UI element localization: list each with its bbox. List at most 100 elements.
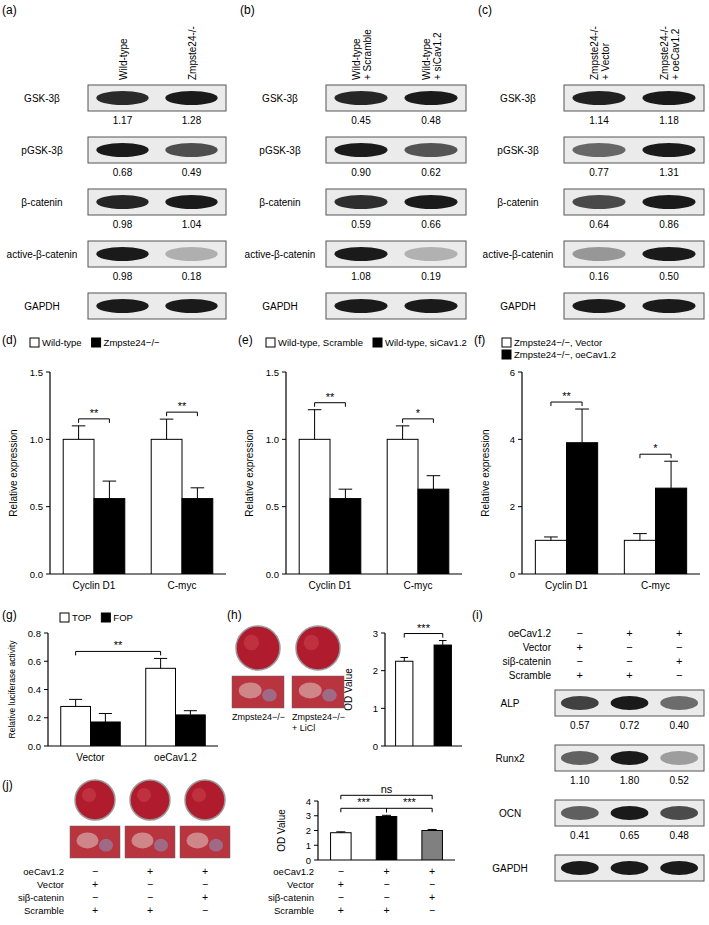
band: [642, 247, 695, 261]
lane-header: Wild-type+ Scramble: [351, 29, 373, 80]
significance-label: **: [562, 390, 571, 402]
band-value: 0.66: [421, 219, 441, 230]
error-cap: [99, 713, 112, 714]
band-value: 1.31: [659, 167, 679, 178]
error-stem: [345, 489, 346, 498]
error-bar: [72, 426, 86, 439]
error-stem: [314, 410, 315, 440]
panel-label: (c): [478, 3, 492, 17]
legend-swatch: [502, 350, 511, 359]
band: [611, 806, 649, 820]
condition-mark: −: [147, 878, 153, 890]
band: [611, 696, 649, 710]
y-tick-label: 3: [373, 628, 378, 639]
bar: [434, 645, 451, 746]
band-value: 0.41: [570, 830, 590, 841]
blot-frame: [88, 293, 226, 319]
condition-name: siβ-catenin: [18, 892, 64, 903]
micrograph-texture: [187, 832, 209, 848]
blot-frame: [555, 690, 704, 716]
band: [96, 247, 148, 261]
protein-label: GAPDH: [500, 301, 536, 312]
band: [572, 195, 625, 209]
significance-label: *: [416, 407, 421, 419]
condition-mark: −: [92, 891, 98, 903]
protein-label: pGSK-3β: [21, 145, 63, 156]
condition-mark: −: [676, 669, 682, 681]
micrograph-texture: [99, 839, 113, 852]
band-value: 0.48: [421, 115, 441, 126]
band-value: 0.40: [669, 720, 689, 731]
protein-label: OCN: [499, 808, 521, 819]
condition-mark: −: [338, 865, 344, 877]
y-axis: [285, 372, 286, 574]
micrograph-texture: [322, 689, 337, 702]
significance-bracket: [79, 419, 110, 423]
y-tick-label: 0.8: [28, 628, 41, 639]
band-value: 0.72: [620, 720, 640, 731]
lane-header-line: Zmpste24-/-: [589, 26, 600, 80]
band-value: 0.98: [113, 271, 133, 282]
error-bar: [664, 461, 678, 488]
band: [165, 143, 217, 157]
protein-label: ALP: [501, 698, 520, 709]
micrograph: [180, 826, 230, 858]
lane-header: Zmpste24-/-+ oeCav1.2: [659, 26, 681, 80]
band-value: 0.65: [620, 830, 640, 841]
significance-bracket: [341, 808, 387, 812]
error-stem: [197, 488, 198, 499]
error-stem: [109, 481, 110, 499]
condition-mark: +: [338, 878, 344, 890]
micrograph: [292, 676, 344, 708]
band-value: 0.59: [351, 219, 371, 230]
protein-label: β-catenin: [259, 197, 300, 208]
protein-label: β-catenin: [21, 197, 62, 208]
bar: [331, 833, 352, 860]
y-tick-label: 1: [306, 840, 311, 851]
y-tick-label: 0: [510, 569, 515, 580]
significance-label: ns: [381, 783, 393, 795]
condition-mark: +: [383, 865, 389, 877]
panel-label: (h): [227, 608, 242, 622]
y-tick-label: 0.5: [30, 501, 43, 512]
micrograph: [232, 676, 284, 708]
bar: [535, 540, 566, 574]
error-bar: [396, 426, 410, 439]
panel-label: (a): [2, 3, 17, 17]
error-bar: [428, 829, 437, 830]
x-tick-label: oeCav1.2: [154, 752, 197, 763]
band-value: 0.52: [669, 775, 689, 786]
bar: [176, 715, 206, 746]
y-tick-label: 0.6: [28, 656, 41, 667]
band-value: 1.08: [351, 271, 371, 282]
error-cap: [664, 461, 678, 462]
legend-label: TOP: [72, 612, 91, 623]
legend-label: Zmpste24−/−: [104, 337, 160, 348]
significance-bracket: [551, 402, 582, 406]
error-cap: [308, 409, 322, 410]
condition-mark: +: [429, 865, 435, 877]
legend-swatch: [30, 338, 39, 347]
band: [334, 143, 387, 157]
significance-bracket: [315, 403, 346, 407]
band: [404, 247, 457, 261]
error-cap: [69, 699, 82, 700]
plot-area: [299, 410, 449, 574]
condition-name: Scramble: [24, 905, 64, 916]
error-bar: [308, 410, 322, 440]
blot-frame: [88, 241, 226, 267]
error-cap: [382, 815, 391, 816]
error-stem: [433, 476, 434, 489]
band: [642, 143, 695, 157]
micrograph: [125, 826, 175, 858]
y-tick-label: 0.5: [266, 501, 279, 512]
error-stem: [166, 419, 167, 439]
error-bar: [336, 831, 345, 833]
y-axis: [521, 372, 522, 574]
band-value: 0.77: [589, 167, 609, 178]
lane-header-line: Wild-type: [421, 38, 432, 80]
micrograph-texture: [209, 839, 223, 852]
band-value: 0.64: [589, 219, 609, 230]
band: [611, 751, 649, 765]
condition-name: Scramble: [509, 670, 552, 681]
